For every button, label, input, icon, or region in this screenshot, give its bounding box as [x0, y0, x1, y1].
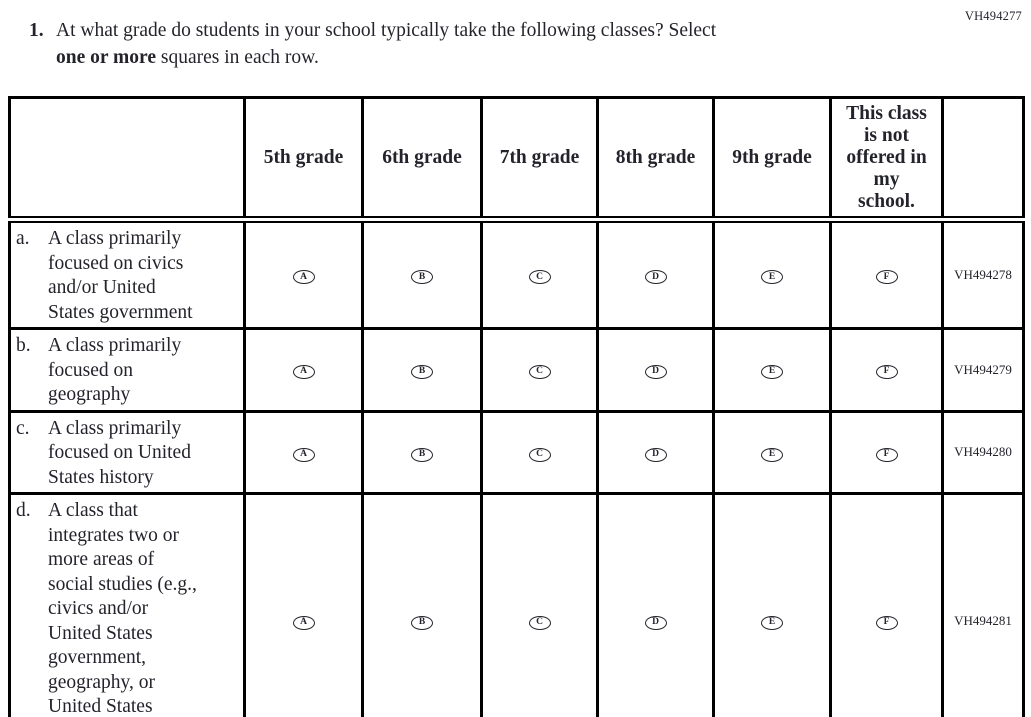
row-c-option-C[interactable]: C: [480, 409, 599, 495]
row-b-option-C[interactable]: C: [480, 327, 599, 413]
bubble-letter: C: [528, 447, 551, 462]
header-5th-grade: 5th grade: [243, 96, 364, 223]
bubble-letter: F: [875, 615, 898, 630]
row-c-label: A class primarily focused on United Stat…: [48, 417, 191, 488]
row-c-option-D[interactable]: D: [596, 409, 715, 495]
question-line1: At what grade do students in your school…: [56, 20, 717, 41]
row-c-option-E[interactable]: E: [712, 409, 832, 495]
row-c-stub: c. A class primarily focused on United S…: [8, 409, 246, 495]
page-accession-code: VH494277: [964, 9, 1022, 23]
bubble-letter: D: [644, 365, 667, 380]
table-row-d: d. A class that integrates two or more a…: [8, 492, 1025, 717]
header-row: 5th grade 6th grade 7th grade 8th grade …: [8, 96, 1025, 223]
bubble-letter: B: [411, 365, 433, 380]
row-d-option-E[interactable]: E: [712, 492, 832, 717]
row-a-option-E[interactable]: E: [712, 218, 832, 330]
table-row-b: b. A class primarily focused on geograph…: [8, 327, 1025, 413]
row-d-option-B[interactable]: B: [361, 492, 483, 717]
header-9th-grade: 9th grade: [712, 96, 832, 223]
bubble-letter: F: [875, 447, 898, 462]
row-a-option-B[interactable]: B: [361, 218, 483, 330]
table-row-c: c. A class primarily focused on United S…: [8, 409, 1025, 495]
header-7th-grade: 7th grade: [480, 96, 599, 223]
row-a-stub: a. A class primarily focused on civics a…: [8, 218, 246, 330]
bubble-letter: F: [875, 365, 898, 380]
row-b-option-F[interactable]: F: [829, 327, 944, 413]
row-b-option-A[interactable]: A: [243, 327, 364, 413]
bubble-letter: C: [528, 365, 551, 380]
bubble-letter: C: [528, 615, 551, 630]
row-b-letter: b.: [16, 335, 31, 356]
row-b-option-E[interactable]: E: [712, 327, 832, 413]
row-d-option-F[interactable]: F: [829, 492, 944, 717]
bubble-letter: A: [292, 447, 315, 462]
row-a-option-A[interactable]: A: [243, 218, 364, 330]
row-d-option-D[interactable]: D: [596, 492, 715, 717]
bubble-letter: E: [761, 615, 783, 630]
header-6th-grade: 6th grade: [361, 96, 483, 223]
table-row-a: a. A class primarily focused on civics a…: [8, 218, 1025, 330]
bubble-letter: E: [761, 270, 783, 285]
row-c-option-B[interactable]: B: [361, 409, 483, 495]
row-c-option-F[interactable]: F: [829, 409, 944, 495]
row-d-stub: d. A class that integrates two or more a…: [8, 492, 246, 717]
row-a-accession-code: VH494278: [941, 218, 1025, 330]
bubble-letter: A: [292, 270, 315, 285]
row-d-option-C[interactable]: C: [480, 492, 599, 717]
bubble-letter: B: [411, 447, 433, 462]
bubble-letter: F: [875, 270, 898, 285]
row-c-option-A[interactable]: A: [243, 409, 364, 495]
row-a-option-F[interactable]: F: [829, 218, 944, 330]
bubble-letter: B: [411, 615, 433, 630]
question-block: 1. At what grade do students in your sch…: [29, 17, 716, 71]
row-a-option-C[interactable]: C: [480, 218, 599, 330]
header-8th-grade: 8th grade: [596, 96, 715, 223]
bubble-letter: E: [761, 447, 783, 462]
row-b-accession-code: VH494279: [941, 327, 1025, 413]
bubble-letter: A: [292, 365, 315, 380]
row-b-option-B[interactable]: B: [361, 327, 483, 413]
bubble-letter: D: [644, 270, 667, 285]
question-bold-phrase: one or more: [56, 47, 157, 68]
question-number: 1.: [29, 20, 44, 41]
row-c-accession-code: VH494280: [941, 409, 1025, 495]
question-line2: squares in each row.: [156, 47, 319, 68]
bubble-letter: D: [644, 447, 667, 462]
grade-selection-table: 5th grade 6th grade 7th grade 8th grade …: [8, 96, 1025, 717]
bubble-letter: E: [761, 365, 783, 380]
bubble-letter: D: [644, 615, 667, 630]
bubble-letter: B: [411, 270, 433, 285]
row-a-letter: a.: [16, 228, 30, 249]
row-a-label: A class primarily focused on civics and/…: [48, 228, 193, 323]
row-d-letter: d.: [16, 500, 31, 521]
header-not-offered: This class is not offered in my school.: [829, 96, 944, 223]
bubble-letter: A: [292, 615, 315, 630]
row-a-option-D[interactable]: D: [596, 218, 715, 330]
row-b-option-D[interactable]: D: [596, 327, 715, 413]
question-text: At what grade do students in your school…: [56, 17, 716, 71]
row-d-option-A[interactable]: A: [243, 492, 364, 717]
header-code-blank: [941, 96, 1025, 223]
row-b-stub: b. A class primarily focused on geograph…: [8, 327, 246, 413]
header-stub-blank: [8, 96, 246, 223]
row-c-letter: c.: [16, 417, 30, 439]
bubble-letter: C: [528, 270, 551, 285]
row-d-accession-code: VH494281: [941, 492, 1025, 717]
row-d-label: A class that integrates two or more area…: [48, 500, 197, 717]
row-b-label: A class primarily focused on geography: [48, 335, 182, 405]
